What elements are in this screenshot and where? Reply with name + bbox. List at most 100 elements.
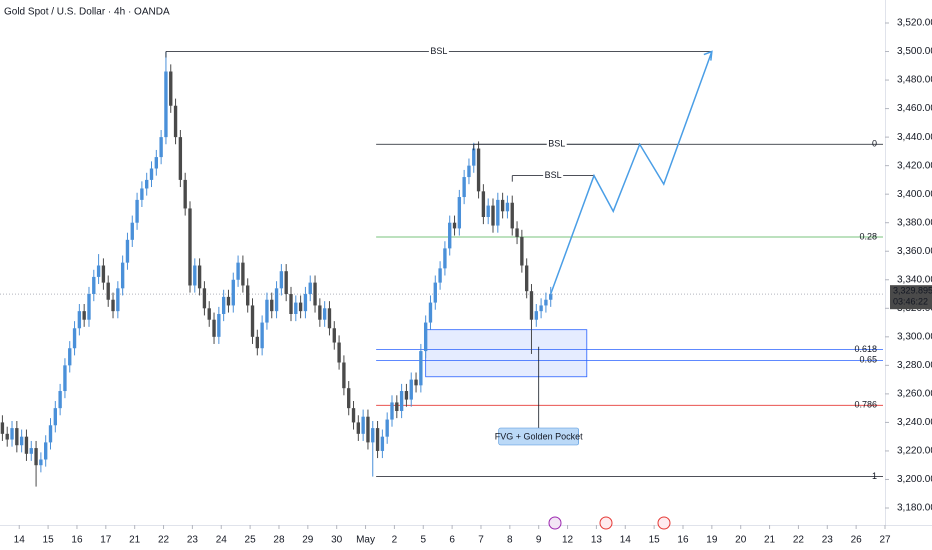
candle-body	[130, 222, 134, 240]
candle-body	[58, 391, 62, 409]
x-tick-label: 22	[158, 535, 170, 546]
event-icon	[548, 516, 562, 530]
candle-body	[140, 188, 144, 200]
candle-body	[101, 265, 106, 283]
candle-body	[313, 282, 317, 306]
x-tick-label: 28	[273, 535, 285, 546]
y-tick-label: 3,300.000	[897, 331, 932, 342]
candle-body	[221, 296, 226, 314]
candle-body	[270, 299, 274, 312]
x-tick-label: 30	[331, 535, 343, 546]
candle-body	[5, 433, 9, 440]
candle-body	[178, 137, 183, 180]
candle-body	[265, 299, 269, 323]
candle-body	[505, 202, 510, 212]
candle-body	[395, 402, 399, 411]
x-tick-label: 29	[302, 535, 314, 546]
candle-body	[318, 305, 322, 320]
candle-body	[106, 282, 110, 300]
x-tick-label: 27	[879, 535, 891, 546]
candle-body	[438, 268, 442, 283]
candle-body	[380, 436, 385, 451]
fib-label: 0	[872, 139, 877, 149]
candle-body	[539, 305, 543, 312]
candle-body	[212, 319, 216, 337]
candle-body	[87, 294, 91, 320]
price-tag-label: 3,329.895	[893, 286, 932, 296]
y-tick-label: 3,520.000	[897, 18, 932, 29]
candle-body	[77, 311, 82, 329]
candle-body	[404, 391, 409, 400]
candle-body	[236, 262, 240, 280]
candle-body	[375, 428, 380, 451]
candle-body	[452, 222, 457, 229]
candle-body	[111, 299, 115, 312]
y-tick-label: 3,360.000	[897, 246, 932, 257]
bsl-label: BSL	[548, 139, 565, 149]
candle-body	[356, 422, 361, 434]
candle-body	[164, 71, 168, 138]
candle-body	[53, 408, 57, 426]
y-tick-label: 3,400.000	[897, 189, 932, 200]
candle-body	[308, 282, 312, 295]
fib-label: 0.28	[859, 231, 877, 241]
x-tick-label: 25	[245, 535, 257, 546]
x-tick-label: 6	[449, 535, 455, 546]
event-icon	[657, 516, 671, 530]
x-tick-label: 14	[620, 535, 632, 546]
candle-body	[467, 165, 471, 178]
candle-body	[366, 416, 370, 443]
x-tick-label: 23	[187, 535, 199, 546]
x-tick-label: 15	[43, 535, 55, 546]
y-tick-label: 3,200.000	[897, 474, 932, 485]
candle-body	[29, 448, 33, 454]
candle-body	[327, 308, 332, 329]
candle-body	[116, 288, 120, 312]
x-tick-label: 9	[536, 535, 542, 546]
x-tick-label: 15	[649, 535, 661, 546]
candle-body	[524, 265, 529, 292]
candle-body	[48, 425, 53, 443]
candle-body	[72, 328, 77, 349]
x-tick-label: 8	[507, 535, 513, 546]
zone-label: FVG + Golden Pocket	[495, 431, 583, 441]
candle-body	[120, 262, 125, 289]
x-tick-label: 13	[591, 535, 603, 546]
price-tag	[890, 285, 932, 310]
x-tick-label: 16	[71, 535, 83, 546]
x-tick-label: 21	[764, 535, 776, 546]
candle-body	[500, 199, 505, 212]
x-tick-label: 26	[851, 535, 863, 546]
candle-body	[217, 314, 221, 337]
chart-title: Gold Spot / U.S. Dollar · 4h · OANDA	[4, 7, 170, 18]
candle-body	[347, 388, 351, 409]
x-tick-label: 22	[793, 535, 805, 546]
candle-body	[414, 379, 418, 386]
candle-body	[371, 428, 375, 443]
candle-body	[250, 305, 255, 337]
x-tick-label: 23	[822, 535, 834, 546]
candle-body	[241, 262, 245, 286]
fib-label: 1	[872, 471, 877, 481]
projection-path	[550, 51, 713, 295]
candle-body	[496, 199, 500, 226]
candle-body	[183, 179, 187, 209]
candle-body	[520, 236, 524, 266]
candle-body	[322, 308, 327, 320]
x-tick-label: 12	[562, 535, 574, 546]
candle-body	[433, 282, 437, 303]
bsl-label: BSL	[430, 46, 447, 56]
candle-body	[63, 365, 67, 392]
fib-label: 0.786	[854, 400, 877, 410]
x-tick-label: 19	[706, 535, 718, 546]
y-tick-label: 3,460.000	[897, 103, 932, 114]
bsl-label-bg	[543, 169, 564, 182]
candle-body	[274, 288, 279, 312]
x-tick-label: May	[356, 535, 375, 546]
candle-body	[10, 428, 14, 440]
bsl-label-bg	[546, 138, 567, 151]
y-tick-label: 3,260.000	[897, 389, 932, 400]
candle-body	[337, 342, 341, 363]
candle-body	[361, 416, 365, 434]
candle-body	[409, 379, 413, 400]
